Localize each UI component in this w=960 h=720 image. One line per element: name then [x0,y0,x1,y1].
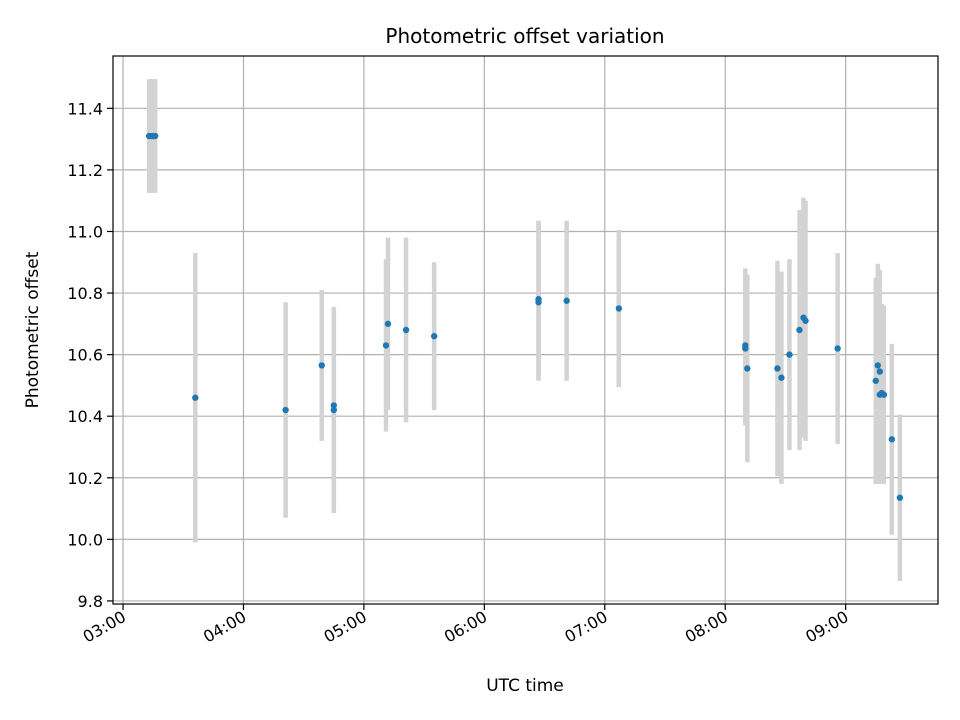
data-point [318,362,325,369]
data-point [382,342,390,349]
y-tick-label: 11.4 [67,99,103,118]
data-point [786,351,793,358]
y-tick-label: 10.0 [67,530,103,549]
data-point [774,365,781,372]
chart-title: Photometric offset variation [385,24,664,48]
data-point [430,332,438,340]
data-point [615,305,623,312]
data-point [192,394,199,401]
data-point [796,326,803,334]
data-point [876,368,883,375]
y-axis: 9.8 10.0 10.2 10.4 10.6 10.8 11.0 11.2 11.4 [67,99,113,611]
data-point [802,317,809,324]
data-point [330,406,338,414]
y-tick-label: 9.8 [78,592,103,611]
y-tick-label: 10.6 [67,346,103,365]
data-point [535,299,542,306]
data-point [282,406,289,414]
x-axis-label: UTC time [486,676,564,696]
data-point [402,326,410,334]
data-point [744,365,751,372]
data-point [880,391,888,398]
data-point [742,345,749,352]
data-point [778,374,785,381]
data-point [151,132,159,140]
plot-frame [112,55,939,605]
data-point [330,402,338,409]
y-tick-label: 10.8 [67,284,103,303]
data-point [896,494,904,501]
y-axis-label: Photometric offset [23,251,43,408]
y-tick-label: 10.2 [67,469,103,488]
data-point [563,297,570,304]
data-point [874,362,881,369]
y-tick-label: 11.2 [67,161,103,180]
data-point [384,320,392,328]
y-tick-label: 10.4 [67,407,103,426]
data-point [872,377,879,384]
data-point [888,436,896,443]
y-tick-label: 11.0 [67,222,103,241]
data-point [834,345,841,352]
data-points [145,132,904,501]
